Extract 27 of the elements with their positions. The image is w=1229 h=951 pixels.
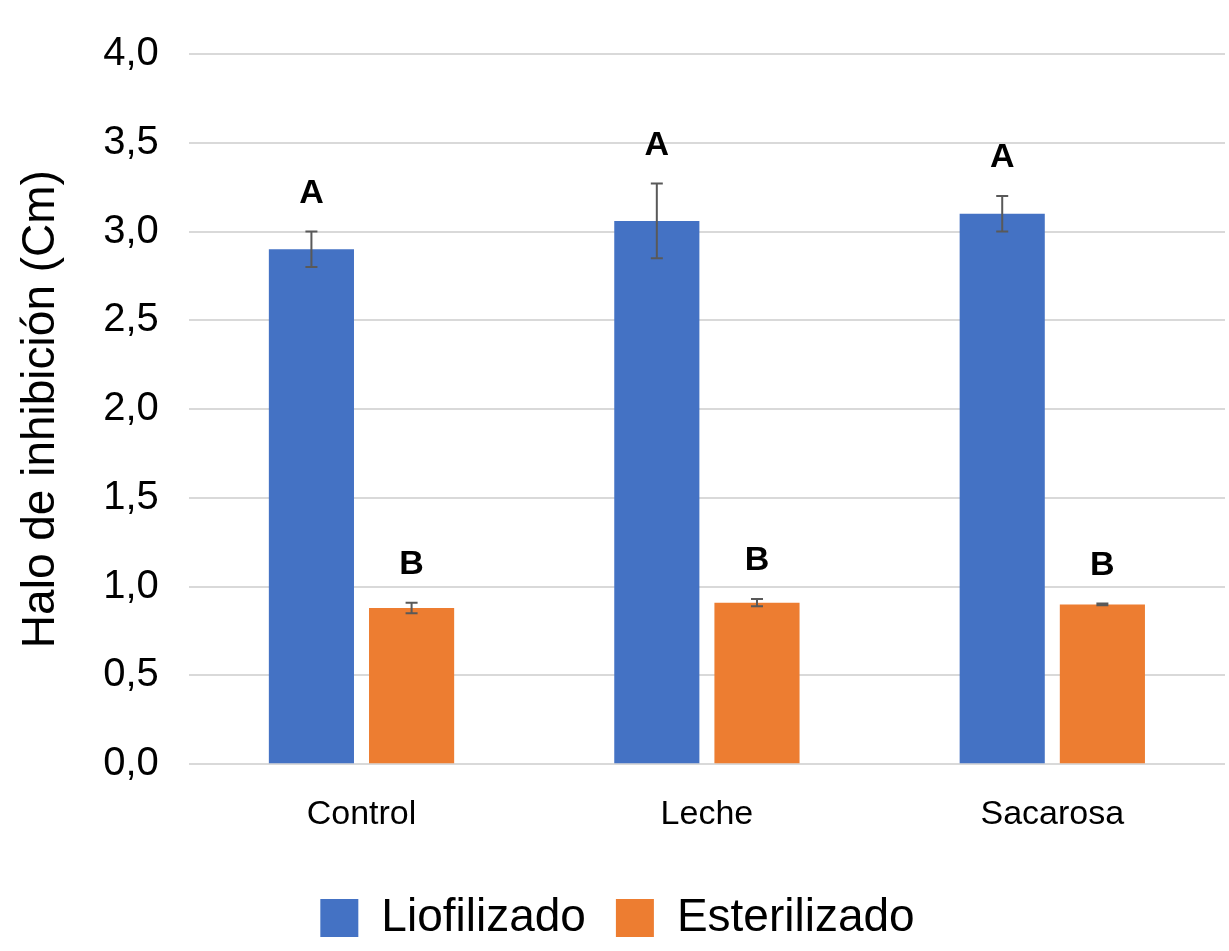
y-tick-label: 2,0 <box>103 384 159 429</box>
y-tick-label: 4,0 <box>103 29 159 74</box>
x-tick-label: Control <box>306 792 417 831</box>
y-axis-title: Halo de inhibición (Cm) <box>12 170 65 649</box>
bar <box>959 213 1045 764</box>
bar <box>714 602 800 764</box>
y-tick-label: 2,5 <box>103 295 159 340</box>
legend-label: Liofilizado <box>381 888 586 941</box>
legend-label: Esterilizado <box>676 888 915 941</box>
annotation: A <box>299 171 324 210</box>
y-tick-label: 1,0 <box>103 561 159 606</box>
annotation: A <box>989 136 1015 175</box>
y-tick-label: 1,5 <box>103 472 159 517</box>
x-tick-label: Leche <box>660 792 754 831</box>
bar <box>268 249 354 764</box>
annotation: B <box>399 543 424 581</box>
y-tick-label: 0,5 <box>103 650 159 695</box>
annotation: B <box>1090 543 1115 582</box>
y-tick-label: 3,5 <box>103 117 159 162</box>
bar <box>369 607 455 764</box>
bar <box>614 220 700 764</box>
bar <box>1059 604 1145 764</box>
annotation: B <box>744 539 770 578</box>
x-tick-label: Sacarosa <box>980 792 1125 831</box>
y-tick-label: 0,0 <box>103 739 159 784</box>
y-tick-label: 3,0 <box>103 206 159 251</box>
annotation: A <box>644 123 670 162</box>
